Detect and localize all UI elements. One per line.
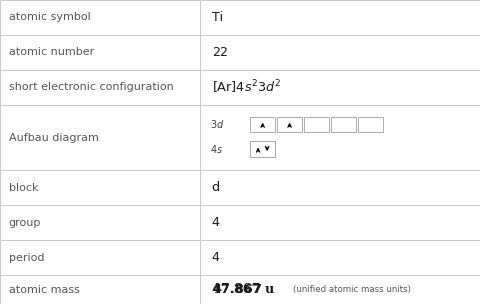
Text: short electronic configuration: short electronic configuration xyxy=(9,82,173,92)
Bar xyxy=(250,141,275,157)
Text: 4: 4 xyxy=(211,251,219,264)
Text: atomic number: atomic number xyxy=(9,47,94,57)
Text: (unified atomic mass units): (unified atomic mass units) xyxy=(293,285,410,294)
Text: 4: 4 xyxy=(211,216,219,229)
Text: 47.867 u: 47.867 u xyxy=(211,283,273,296)
Bar xyxy=(357,116,382,133)
Text: Ti: Ti xyxy=(211,11,222,24)
Text: atomic symbol: atomic symbol xyxy=(9,12,90,22)
Text: $4s$: $4s$ xyxy=(210,143,223,155)
Bar xyxy=(276,116,301,133)
Text: $3d$: $3d$ xyxy=(210,119,224,130)
Text: 22: 22 xyxy=(211,46,227,59)
Bar xyxy=(330,116,355,133)
Text: d: d xyxy=(211,181,219,194)
Bar xyxy=(250,116,275,133)
Text: atomic mass: atomic mass xyxy=(9,285,79,295)
Text: block: block xyxy=(9,183,38,193)
Text: $\mathbf{47.867}$: $\mathbf{47.867}$ xyxy=(211,283,270,296)
Text: group: group xyxy=(9,218,41,228)
Text: period: period xyxy=(9,253,44,263)
Bar xyxy=(303,116,328,133)
Text: Aufbau diagram: Aufbau diagram xyxy=(9,133,98,143)
Text: $\mathrm{[Ar]4}s^{\mathrm{2}}\mathrm{3}d^{\mathrm{2}}$: $\mathrm{[Ar]4}s^{\mathrm{2}}\mathrm{3}d… xyxy=(211,79,280,96)
